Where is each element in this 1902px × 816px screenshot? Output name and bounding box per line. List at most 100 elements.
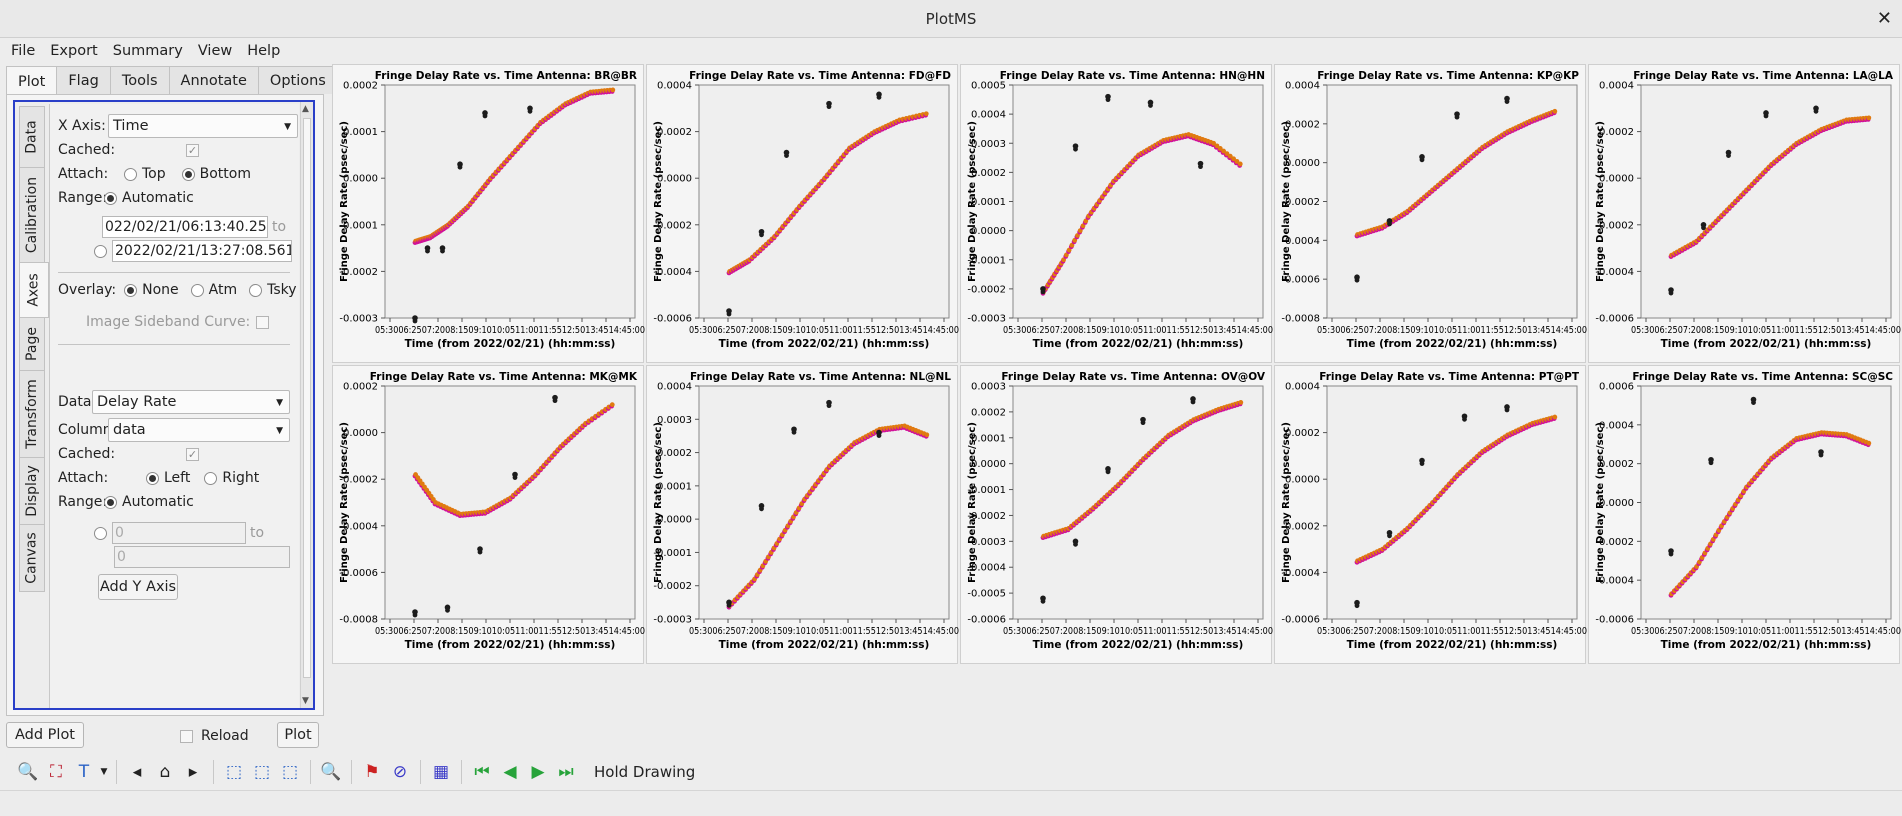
unflag-icon[interactable]: ⊘ bbox=[392, 762, 408, 782]
menu-file[interactable]: File bbox=[11, 43, 36, 59]
overlay-atm-radio[interactable] bbox=[190, 283, 204, 297]
y-axis-label: Fringe Delay Rate (psec/sec) bbox=[967, 121, 978, 282]
y-tick-label: -0.0004 bbox=[1595, 267, 1634, 278]
y-range-max-input[interactable]: 0 bbox=[114, 546, 290, 568]
x-axis-select[interactable]: Time ▼ bbox=[108, 114, 298, 138]
x-range-custom-radio[interactable] bbox=[94, 244, 107, 258]
y-range-auto-radio[interactable] bbox=[104, 495, 117, 509]
y-tick-label: -0.0003 bbox=[339, 314, 378, 325]
last-page-icon[interactable]: ⏭ bbox=[558, 762, 574, 782]
menu-export[interactable]: Export bbox=[50, 43, 98, 59]
chart-panel[interactable]: Fringe Delay Rate vs. Time Antenna: FD@F… bbox=[646, 64, 959, 363]
chart-panel[interactable]: Fringe Delay Rate vs. Time Antenna: KP@K… bbox=[1274, 64, 1587, 363]
y-range-custom-radio[interactable] bbox=[94, 526, 107, 540]
chart-title: Fringe Delay Rate vs. Time Antenna: MK@M… bbox=[370, 371, 638, 383]
data-point bbox=[1234, 158, 1240, 164]
sideband-curve-label: Image Sideband Curve: bbox=[86, 314, 251, 330]
x-range-auto-radio[interactable] bbox=[104, 191, 117, 205]
vtab-transform[interactable]: Transform bbox=[19, 370, 45, 458]
sideband-curve-checkbox[interactable] bbox=[256, 315, 270, 329]
first-page-icon[interactable]: ⏮ bbox=[474, 762, 490, 782]
y-range-min-input[interactable]: 0 bbox=[112, 522, 246, 544]
y-tick-label: 0.0004 bbox=[1599, 81, 1634, 92]
select-clear-icon[interactable]: ⬚ bbox=[281, 762, 299, 782]
zoom-fit-icon[interactable]: ⛶ bbox=[50, 762, 62, 782]
vtab-page[interactable]: Page bbox=[19, 317, 45, 371]
add-y-axis-button[interactable]: Add Y Axis bbox=[98, 574, 178, 600]
y-data-select[interactable]: Delay Rate ▼ bbox=[92, 390, 290, 414]
vtab-calibration[interactable]: Calibration bbox=[19, 167, 45, 263]
vtab-canvas[interactable]: Canvas bbox=[19, 524, 45, 592]
tab-tools[interactable]: Tools bbox=[109, 66, 170, 94]
vtab-axes[interactable]: Axes bbox=[19, 262, 49, 318]
flag-icon[interactable]: ⚑ bbox=[364, 762, 380, 782]
menu-view[interactable]: View bbox=[197, 43, 233, 59]
chart-panel[interactable]: Fringe Delay Rate vs. Time Antenna: HN@H… bbox=[960, 64, 1273, 363]
chart-panel[interactable]: Fringe Delay Rate vs. Time Antenna: BR@B… bbox=[332, 64, 645, 363]
chart-panel[interactable]: Fringe Delay Rate vs. Time Antenna: SC@S… bbox=[1588, 365, 1901, 664]
outlier-point bbox=[412, 318, 418, 324]
x-cached-checkbox[interactable]: ✓ bbox=[186, 143, 199, 157]
overlay-tsky-label: Tsky bbox=[267, 282, 297, 298]
menu-summary[interactable]: Summary bbox=[112, 43, 183, 59]
zoom-icon[interactable]: 🔍 bbox=[17, 762, 39, 782]
tab-flag[interactable]: Flag bbox=[56, 66, 111, 94]
y-cached-checkbox[interactable]: ✓ bbox=[186, 447, 199, 461]
tab-plot[interactable]: Plot bbox=[6, 66, 58, 96]
y-column-select[interactable]: data ▼ bbox=[108, 418, 290, 442]
step-forward-icon[interactable]: ▸ bbox=[188, 762, 198, 782]
plot-canvas[interactable]: Fringe Delay Rate vs. Time Antenna: BR@B… bbox=[332, 64, 1902, 752]
x-tick-labels: 05:3006:2507:2008:1509:1010:0511:0011:55… bbox=[1631, 626, 1901, 637]
scroll-down-icon[interactable]: ▼ bbox=[302, 696, 309, 706]
y-tick-label: 0.0002 bbox=[657, 448, 692, 459]
menu-help[interactable]: Help bbox=[247, 43, 281, 59]
y-attach-left-radio[interactable] bbox=[146, 471, 159, 485]
scroll-thumb[interactable] bbox=[303, 118, 311, 678]
y-tick-label: -0.0004 bbox=[1595, 576, 1634, 587]
y-tick-label: -0.0004 bbox=[653, 267, 692, 278]
scroll-up-icon[interactable]: ▲ bbox=[302, 104, 309, 114]
tab-options[interactable]: Options bbox=[257, 66, 338, 94]
home-icon[interactable]: ⌂ bbox=[159, 762, 171, 782]
close-icon[interactable]: ✕ bbox=[1876, 8, 1892, 29]
chart-panel[interactable]: Fringe Delay Rate vs. Time Antenna: OV@O… bbox=[960, 365, 1273, 664]
tab-annotate[interactable]: Annotate bbox=[168, 66, 259, 94]
y-tick-label: 0.0004 bbox=[1285, 81, 1320, 92]
chart-panel[interactable]: Fringe Delay Rate vs. Time Antenna: NL@N… bbox=[646, 365, 959, 664]
x-range-min-input[interactable]: 022/02/21/06:13:40.259 bbox=[102, 216, 268, 238]
y-attach-label: Attach: bbox=[58, 470, 109, 486]
flag-all-icon[interactable]: ▦ bbox=[432, 762, 450, 782]
chart-panel[interactable]: Fringe Delay Rate vs. Time Antenna: PT@P… bbox=[1274, 365, 1587, 664]
chart-panel[interactable]: Fringe Delay Rate vs. Time Antenna: MK@M… bbox=[332, 365, 645, 664]
overlay-tsky-radio[interactable] bbox=[249, 283, 263, 297]
chevron-down-icon[interactable]: ▼ bbox=[100, 767, 108, 777]
y-tick-label: 0.0005 bbox=[971, 81, 1006, 92]
locate-icon[interactable]: 🔍 bbox=[320, 762, 342, 782]
add-plot-button[interactable]: Add Plot bbox=[6, 722, 84, 748]
vtab-data[interactable]: Data bbox=[19, 106, 45, 168]
chart-panel[interactable]: Fringe Delay Rate vs. Time Antenna: LA@L… bbox=[1588, 64, 1901, 363]
x-attach-bottom-radio[interactable] bbox=[181, 167, 195, 181]
text-annotate-icon[interactable]: T bbox=[78, 762, 90, 782]
data-point bbox=[1231, 156, 1236, 162]
step-back-icon[interactable]: ◂ bbox=[132, 762, 142, 782]
outlier-point bbox=[440, 248, 445, 254]
title-bar: PlotMS ✕ bbox=[0, 0, 1902, 38]
x-attach-top-radio[interactable] bbox=[124, 167, 137, 181]
select-subtract-icon[interactable]: ⬚ bbox=[253, 762, 271, 782]
y-attach-right-radio[interactable] bbox=[204, 471, 218, 485]
next-page-icon[interactable]: ▶ bbox=[531, 762, 545, 782]
y-tick-label: -0.0002 bbox=[339, 267, 378, 278]
plot-button[interactable]: Plot bbox=[277, 722, 319, 748]
y-axis-label: Fringe Delay Rate (psec/sec) bbox=[339, 422, 350, 583]
hold-drawing-button[interactable]: Hold Drawing bbox=[594, 763, 696, 781]
reload-checkbox[interactable] bbox=[180, 729, 193, 743]
vtab-display[interactable]: Display bbox=[19, 457, 45, 525]
overlay-none-radio[interactable] bbox=[124, 283, 138, 297]
scrollbar[interactable]: ▲ ▼ bbox=[300, 102, 313, 708]
y-tick-label: -0.0004 bbox=[1281, 236, 1320, 247]
prev-page-icon[interactable]: ◀ bbox=[503, 762, 517, 782]
x-range-max-input[interactable]: 2022/02/21/13:27:08.561 bbox=[112, 240, 292, 262]
x-attach-bottom-label: Bottom bbox=[199, 166, 251, 182]
select-add-icon[interactable]: ⬚ bbox=[225, 762, 243, 782]
